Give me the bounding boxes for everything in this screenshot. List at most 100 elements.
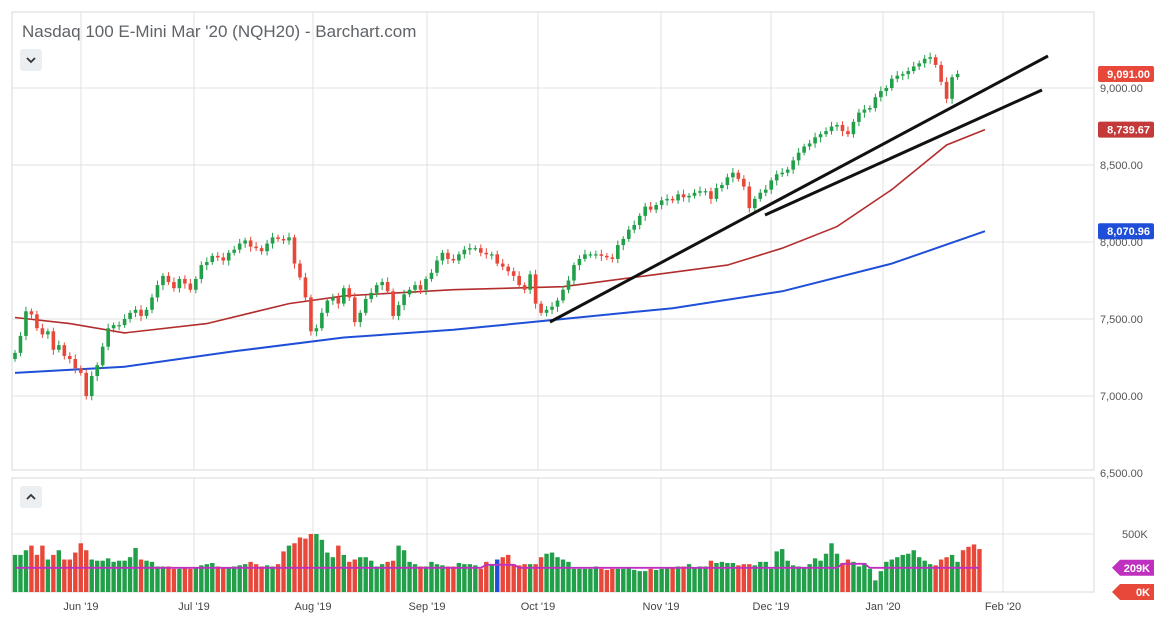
volume-bar xyxy=(462,564,467,592)
candle-body xyxy=(155,285,160,298)
volume-bar xyxy=(478,568,483,592)
volume-bar xyxy=(610,568,615,592)
volume-bar xyxy=(193,567,199,592)
candle xyxy=(594,250,598,259)
candle-body xyxy=(555,300,560,307)
candle xyxy=(292,234,297,269)
volume-bar xyxy=(719,561,725,592)
candle-body xyxy=(572,265,576,281)
candle-body xyxy=(68,355,72,360)
candle xyxy=(133,306,138,318)
volume-bar xyxy=(40,545,45,592)
volume-bar xyxy=(330,557,336,592)
main-frame xyxy=(11,11,1095,471)
trendline-lower xyxy=(764,88,1043,217)
volume-bar xyxy=(938,559,944,592)
candle xyxy=(259,245,264,255)
candle xyxy=(561,286,565,304)
candle-body xyxy=(950,77,954,99)
candle xyxy=(144,306,149,319)
candle-body xyxy=(528,274,532,290)
volume-bar xyxy=(818,560,823,592)
candle xyxy=(128,310,132,323)
volume-bar xyxy=(423,566,429,592)
candle xyxy=(517,271,521,288)
volume-bar xyxy=(560,559,566,592)
volume-bar xyxy=(369,560,374,592)
candle-body xyxy=(539,303,543,313)
candle xyxy=(955,70,960,80)
candle xyxy=(753,196,757,214)
candle xyxy=(418,280,423,295)
candle xyxy=(479,244,483,257)
volume-bar xyxy=(823,553,829,592)
volume-bar xyxy=(385,561,390,592)
month-tick-label: Jan '20 xyxy=(865,601,900,613)
candle xyxy=(824,127,828,137)
volume-bar xyxy=(341,554,346,592)
candle-body xyxy=(166,275,171,283)
volume-bar xyxy=(127,557,133,592)
candle xyxy=(237,238,242,254)
candle xyxy=(468,243,472,255)
candle xyxy=(363,295,368,316)
candle xyxy=(922,55,927,68)
volume-bar xyxy=(900,554,905,592)
volume-bar xyxy=(725,563,730,592)
volume-bar xyxy=(955,561,960,592)
candle-body xyxy=(331,297,335,301)
candle-body xyxy=(435,260,439,273)
candle xyxy=(911,61,916,74)
candle xyxy=(698,186,702,197)
volume-bar xyxy=(840,563,845,592)
volume-bar xyxy=(714,563,719,592)
candle-body xyxy=(352,297,357,323)
volume-bar xyxy=(297,537,303,592)
candle xyxy=(385,277,390,295)
candle-body xyxy=(796,152,801,161)
candle-body xyxy=(29,311,34,315)
volume-bar xyxy=(511,564,516,592)
candle xyxy=(676,190,680,204)
volume-bar xyxy=(401,550,407,592)
volume-bar xyxy=(927,564,933,592)
candle xyxy=(106,323,110,351)
collapse-main-button[interactable] xyxy=(20,49,42,71)
candle xyxy=(862,104,867,118)
volume-bars xyxy=(12,534,982,592)
candle-body xyxy=(13,352,17,360)
candle xyxy=(276,234,280,242)
candle-body xyxy=(451,258,456,261)
volume-bar xyxy=(45,559,51,592)
volume-bar xyxy=(599,568,604,592)
candle xyxy=(462,246,467,259)
candle-body xyxy=(150,297,154,310)
candle-body xyxy=(161,275,165,286)
candle-body xyxy=(588,254,593,256)
volume-avg-tag-text: 209K xyxy=(1124,563,1150,575)
candle-body xyxy=(900,74,905,76)
candle-body xyxy=(221,257,226,261)
volume-bar xyxy=(418,566,423,592)
candle-body xyxy=(183,278,187,284)
volume-bar xyxy=(374,566,379,592)
candle xyxy=(643,202,647,221)
candle-body xyxy=(232,249,236,253)
volume-bar xyxy=(516,565,522,592)
candle-body xyxy=(358,312,363,323)
candle xyxy=(944,77,949,104)
candle-body xyxy=(314,328,319,332)
candle-body xyxy=(374,285,379,293)
candle xyxy=(610,253,615,263)
candle xyxy=(248,236,253,252)
volume-bar xyxy=(248,561,253,592)
candle xyxy=(714,183,719,202)
candle xyxy=(939,61,943,86)
volume-bar xyxy=(473,565,478,592)
candle xyxy=(13,350,17,362)
candle xyxy=(358,310,363,328)
candle-body xyxy=(363,298,368,313)
collapse-volume-button[interactable] xyxy=(20,486,42,508)
volume-bar xyxy=(489,565,494,592)
candle xyxy=(457,251,461,265)
